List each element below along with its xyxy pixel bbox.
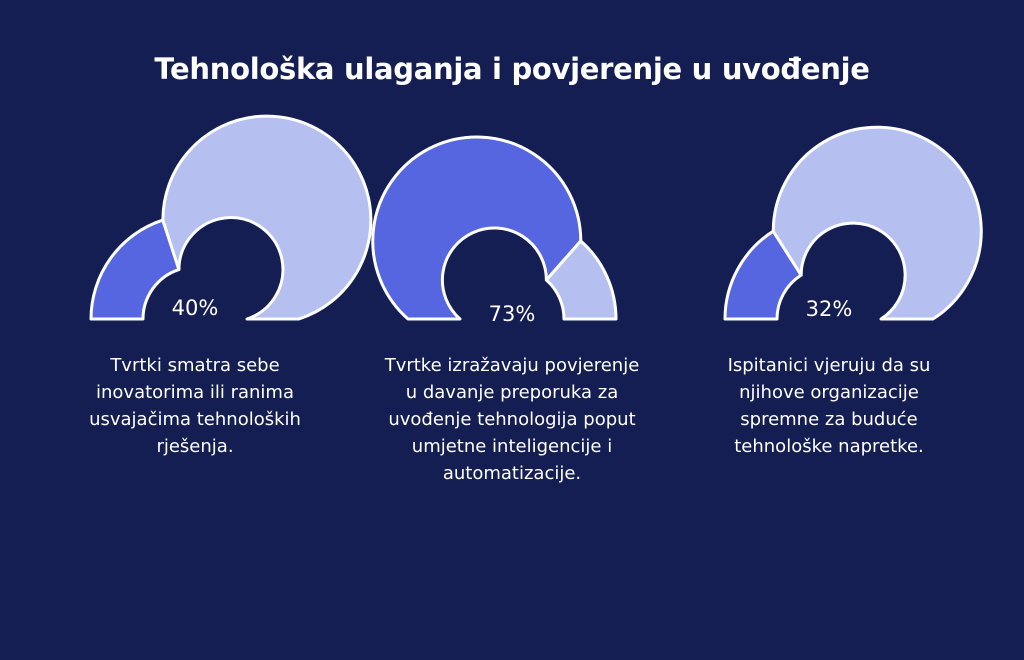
gauge-2-chart [371, 135, 618, 321]
gauge-3-remaining-segment [771, 125, 983, 321]
gauge-1-caption-line: inovatorima ili ranima [96, 382, 294, 403]
gauge-1-caption-line: Tvrtki smatra sebe [110, 355, 280, 376]
gauge-card-3: 32% Ispitanici vjeruju da su njihove org… [679, 125, 983, 500]
gauge-2-caption-line: automatizacije. [442, 463, 582, 484]
page-title: Tehnološka ulaganja i povjerenje u uvođe… [154, 52, 870, 86]
gauge-1-value-label: 40% [171, 296, 219, 320]
gauge-3-caption-line: tehnološke napretke. [734, 436, 924, 457]
gauge-1-chart [89, 114, 373, 321]
gauge-2-remaining-segment [544, 239, 618, 321]
gauge-card-1: 40% Tvrtki smatra sebe inovatorima ili r… [45, 114, 373, 500]
gauge-2-caption-line: u davanje preporuka za [405, 382, 619, 403]
gauge-2-caption: Tvrtke izražavaju povjerenje u davanje p… [362, 352, 662, 487]
gauge-3-caption-line: spremne za buduće [740, 409, 918, 430]
gauge-1-caption-line: usvajačima tehnoloških [89, 409, 301, 430]
gauge-2-caption-line: Tvrtke izražavaju povjerenje [384, 355, 640, 376]
gauge-3-caption-line: Ispitanici vjeruju da su [727, 355, 931, 376]
gauge-3-caption: Ispitanici vjeruju da su njihove organiz… [679, 352, 979, 460]
gauge-2-filled-segment [371, 135, 583, 321]
gauge-1-filled-segment [89, 218, 181, 321]
gauge-2-value-label: 73% [488, 302, 536, 326]
gauge-3-value-label: 32% [805, 297, 853, 321]
gauge-2-caption-line: umjetne inteligencije i [411, 436, 613, 457]
gauge-1-caption-line: rješenja. [156, 436, 234, 457]
gauge-1-caption: Tvrtki smatra sebe inovatorima ili ranim… [45, 352, 345, 460]
gauge-card-2: 73% Tvrtke izražavaju povjerenje u davan… [362, 135, 662, 500]
gauge-3-chart [723, 125, 983, 321]
gauge-3-caption-line: njihove organizacije [739, 382, 919, 403]
gauge-1-remaining-segment [161, 114, 373, 321]
gauge-2-caption-line: uvođenje tehnologija poput [388, 409, 636, 430]
